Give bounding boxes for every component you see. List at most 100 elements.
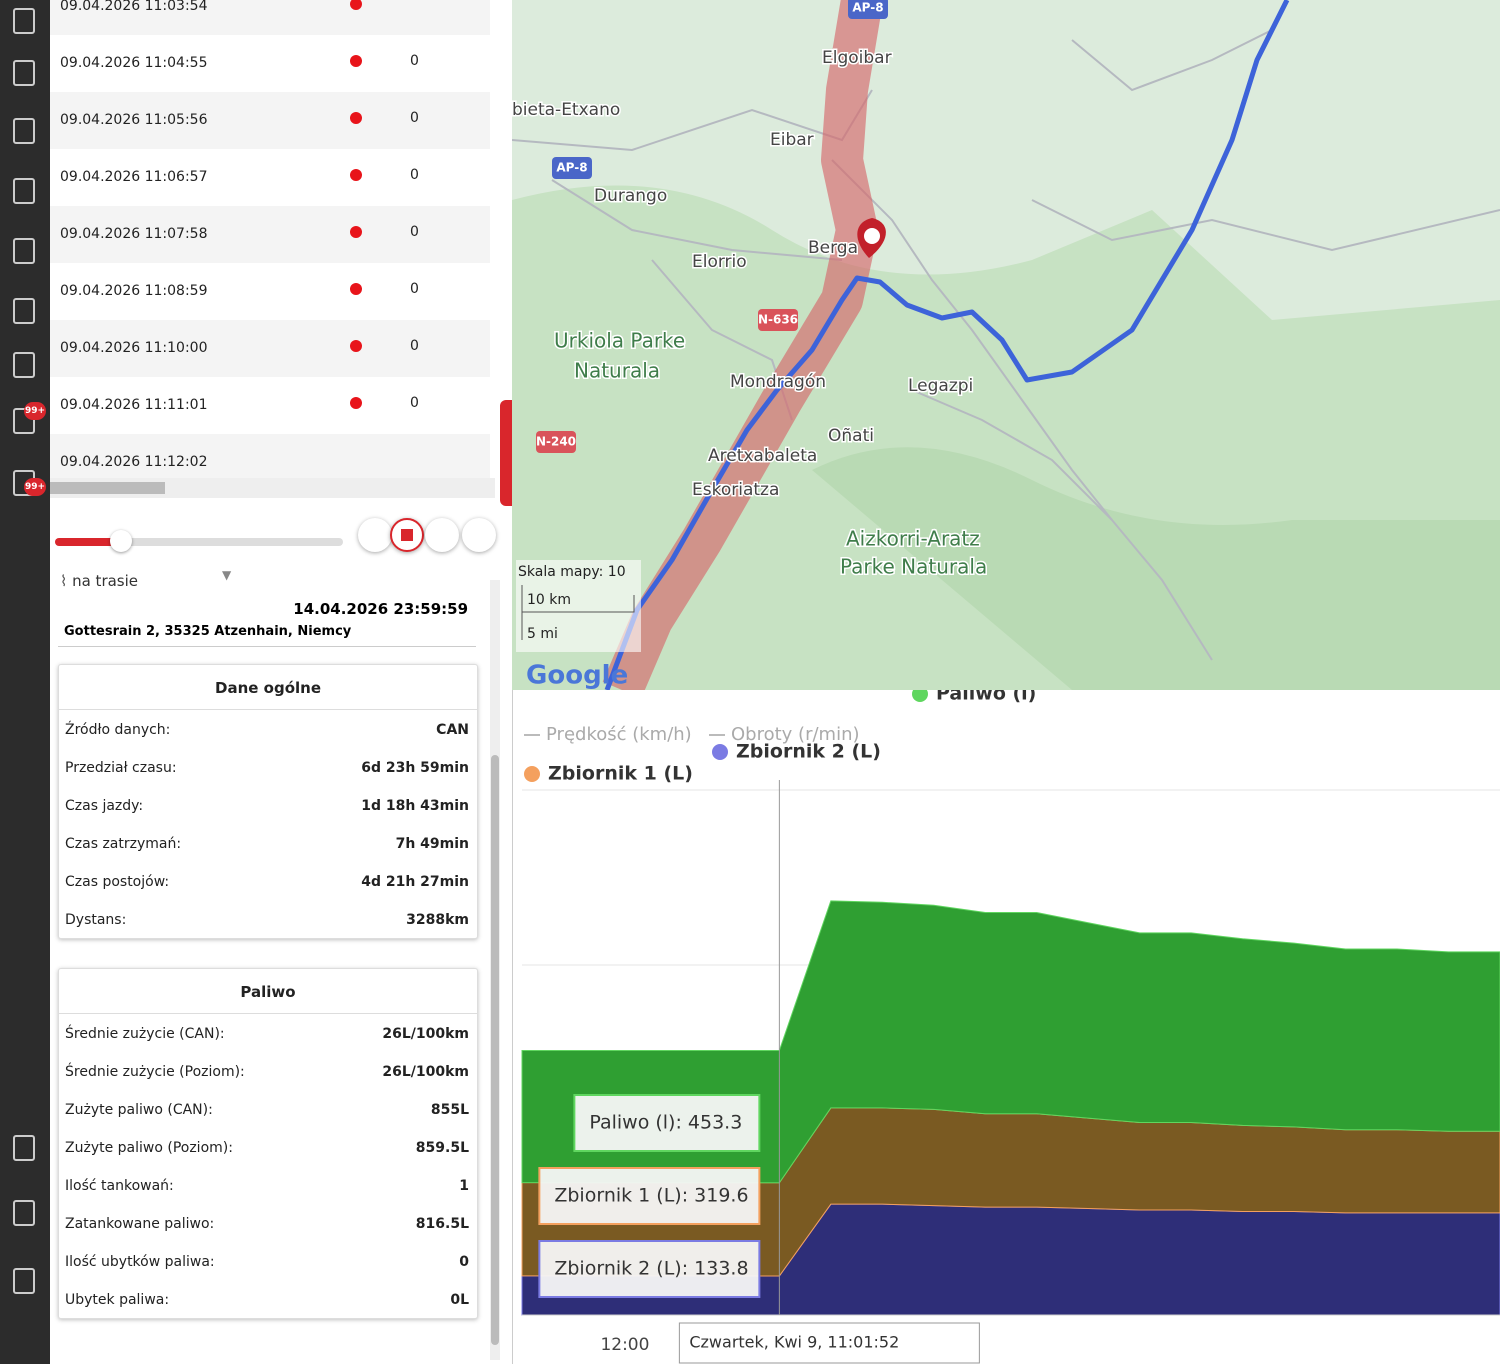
badge: 99+ bbox=[24, 402, 46, 420]
place-label: Aretxabaleta bbox=[708, 446, 817, 466]
status-dot bbox=[350, 226, 362, 238]
value-cell: 0 bbox=[410, 110, 419, 126]
value-cell: 0 bbox=[410, 224, 419, 240]
info-row: Czas postojów: 4d 21h 27min bbox=[59, 862, 477, 900]
table-row[interactable]: 09.04.2026 11:08:59 0 bbox=[50, 263, 490, 321]
info-label: Ubytek paliwa: bbox=[65, 1292, 170, 1308]
nav-icon[interactable] bbox=[13, 1135, 35, 1161]
legend-item-hidden[interactable]: Prędkość (km/h) bbox=[546, 724, 692, 745]
scroll-thumb[interactable] bbox=[491, 755, 499, 1345]
legend-item-hidden[interactable]: Obroty (r/min) bbox=[731, 724, 860, 745]
table-row[interactable]: 09.04.2026 11:03:54 bbox=[50, 0, 490, 36]
table-row[interactable]: 09.04.2026 11:12:02 bbox=[50, 434, 490, 480]
place-label: Durango bbox=[594, 186, 667, 206]
play-button[interactable] bbox=[425, 518, 459, 552]
place-label: Legazpi bbox=[908, 376, 973, 396]
info-label: Przedział czasu: bbox=[65, 760, 177, 776]
table-row[interactable]: 09.04.2026 11:06:57 0 bbox=[50, 149, 490, 207]
location-address: Gottesrain 2, 35325 Atzenhain, Niemcy bbox=[64, 624, 352, 639]
nav-icon[interactable] bbox=[13, 8, 35, 34]
v-scrollbar[interactable] bbox=[490, 580, 500, 1360]
info-value: 1 bbox=[459, 1178, 469, 1194]
nav-icon[interactable] bbox=[13, 1200, 35, 1226]
info-row: Dystans: 3288km bbox=[59, 900, 477, 938]
time-cell: 09.04.2026 11:08:59 bbox=[60, 283, 208, 299]
road-shield-label: N-636 bbox=[758, 313, 798, 327]
x-tick-label: 12:00 bbox=[600, 1335, 649, 1355]
place-label: bieta-Etxano bbox=[512, 100, 620, 120]
tooltip-text: Paliwo (l): 453.3 bbox=[589, 1112, 742, 1134]
legend-item[interactable]: Zbiornik 2 (L) bbox=[736, 741, 881, 763]
scale-box bbox=[516, 560, 641, 652]
info-row: Średnie zużycie (Poziom): 26L/100km bbox=[59, 1052, 477, 1090]
time-cell: 09.04.2026 11:07:58 bbox=[60, 226, 208, 242]
status-dot bbox=[350, 55, 362, 67]
nav-icon[interactable] bbox=[13, 298, 35, 324]
table-row[interactable]: 09.04.2026 11:10:00 0 bbox=[50, 320, 490, 378]
time-cell: 09.04.2026 11:05:56 bbox=[60, 112, 208, 128]
nav-icon[interactable] bbox=[13, 1268, 35, 1294]
info-value: 0 bbox=[459, 1254, 469, 1270]
table-row[interactable]: 09.04.2026 11:11:01 0 bbox=[50, 377, 490, 435]
table-row[interactable]: 09.04.2026 11:07:58 0 bbox=[50, 206, 490, 264]
info-row: Ubytek paliwa: 0L bbox=[59, 1280, 477, 1318]
prev-button[interactable] bbox=[358, 518, 392, 552]
info-label: Średnie zużycie (Poziom): bbox=[65, 1064, 245, 1080]
info-row: Zatankowane paliwo: 816.5L bbox=[59, 1204, 477, 1242]
table-row[interactable]: 09.04.2026 11:04:55 0 bbox=[50, 35, 490, 93]
place-label: Naturala bbox=[574, 359, 660, 383]
info-label: Ilość ubytków paliwa: bbox=[65, 1254, 215, 1270]
nav-icon[interactable] bbox=[13, 60, 35, 86]
legend-item[interactable]: Zbiornik 1 (L) bbox=[548, 763, 693, 785]
legend-item[interactable]: Paliwo (l) bbox=[936, 690, 1036, 705]
info-value: CAN bbox=[436, 722, 469, 738]
next-button[interactable] bbox=[462, 518, 496, 552]
stop-button[interactable] bbox=[390, 518, 424, 552]
mode-select[interactable]: ⌇ na trasie bbox=[60, 572, 139, 590]
info-label: Czas postojów: bbox=[65, 874, 170, 890]
time-cell: 09.04.2026 11:11:01 bbox=[60, 397, 208, 413]
info-row: Zużyte paliwo (CAN): 855L bbox=[59, 1090, 477, 1128]
marker-dot bbox=[864, 228, 880, 244]
nav-icon[interactable] bbox=[13, 178, 35, 204]
info-value: 26L/100km bbox=[382, 1064, 469, 1080]
panel-toggle[interactable] bbox=[500, 400, 512, 506]
info-row: Źródło danych: CAN bbox=[59, 710, 477, 748]
chart: Prędkość (km/h) Obroty (r/min)Zbiornik 2 … bbox=[521, 690, 1500, 1364]
info-label: Zużyte paliwo (CAN): bbox=[65, 1102, 213, 1118]
status-dot bbox=[350, 397, 362, 409]
nav-icon[interactable] bbox=[13, 238, 35, 264]
place-label: Berga bbox=[808, 238, 858, 258]
info-row: Czas jazdy: 1d 18h 43min bbox=[59, 786, 477, 824]
value-cell: 0 bbox=[410, 53, 419, 69]
card-title: Dane ogólne bbox=[59, 665, 477, 710]
scale-bar bbox=[521, 585, 635, 640]
location-row: 14.04.2026 23:59:59 Gottesrain 2, 35325 … bbox=[58, 600, 476, 647]
info-value: 0L bbox=[450, 1292, 469, 1308]
value-cell: 0 bbox=[410, 338, 419, 354]
road-shield bbox=[848, 0, 888, 19]
place-label: Urkiola Parke bbox=[554, 329, 685, 353]
info-label: Ilość tankowań: bbox=[65, 1178, 174, 1194]
status-dot bbox=[350, 0, 362, 10]
h-scrollbar[interactable] bbox=[50, 478, 495, 498]
info-label: Zatankowane paliwo: bbox=[65, 1216, 215, 1232]
info-row: Średnie zużycie (CAN): 26L/100km bbox=[59, 1014, 477, 1052]
place-label: Aizkorri-Aratz bbox=[846, 527, 980, 551]
nav-icon[interactable] bbox=[13, 352, 35, 378]
road-shield-label: N-240 bbox=[536, 435, 576, 449]
scroll-thumb[interactable] bbox=[50, 482, 165, 494]
info-label: Zużyte paliwo (Poziom): bbox=[65, 1140, 233, 1156]
dropdown-arrow[interactable]: ▼ bbox=[222, 568, 232, 582]
info-value: 3288km bbox=[406, 912, 469, 928]
info-label: Dystans: bbox=[65, 912, 127, 928]
nav-icon[interactable] bbox=[13, 118, 35, 144]
table-row[interactable]: 09.04.2026 11:05:56 0 bbox=[50, 92, 490, 150]
progress-handle[interactable] bbox=[110, 530, 132, 552]
value-cell: 0 bbox=[410, 281, 419, 297]
location-time: 14.04.2026 23:59:59 bbox=[293, 600, 468, 618]
info-value: 7h 49min bbox=[395, 836, 469, 852]
info-row: Ilość ubytków paliwa: 0 bbox=[59, 1242, 477, 1280]
status-dot bbox=[350, 169, 362, 181]
